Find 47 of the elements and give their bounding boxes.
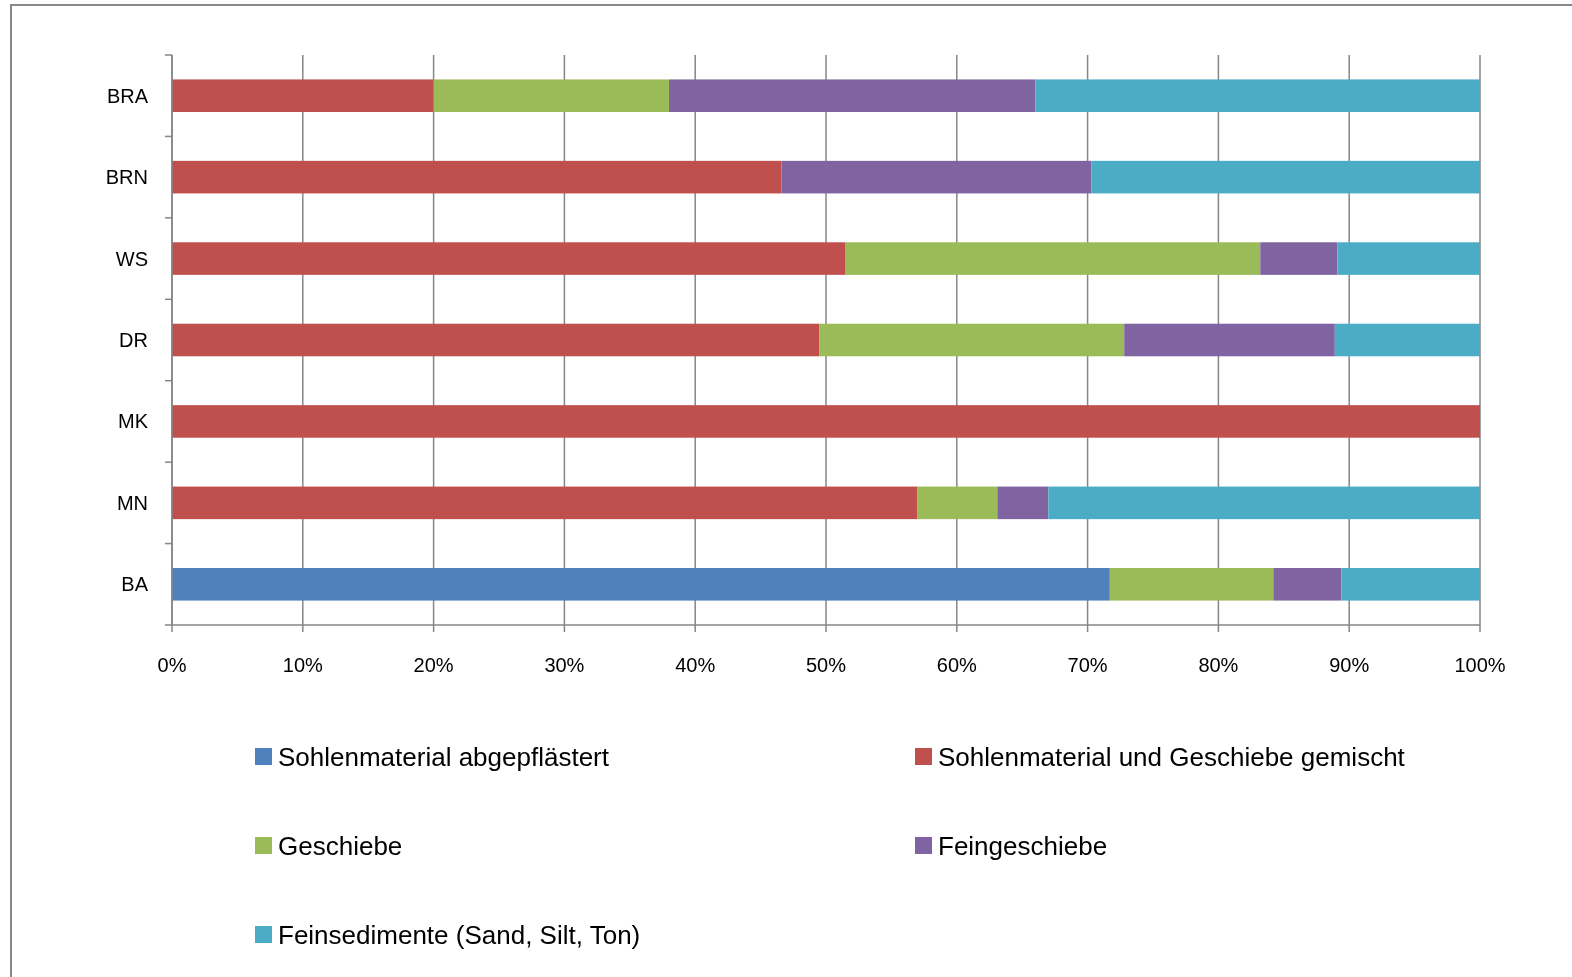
- bar: [1035, 79, 1480, 112]
- bar: [997, 486, 1049, 520]
- bar: [1109, 568, 1274, 601]
- x-tick-label: 0%: [157, 654, 187, 676]
- y-tick-label: DR: [119, 329, 148, 351]
- bar: [1260, 242, 1338, 275]
- y-tick-label: MK: [118, 410, 149, 433]
- x-tick-label: 100%: [1454, 654, 1506, 676]
- bar: [845, 242, 1261, 275]
- x-tick-label: 70%: [1067, 654, 1108, 676]
- bar: [1048, 486, 1480, 520]
- bar: [172, 568, 1110, 601]
- bar: [1273, 568, 1342, 601]
- bar: [433, 79, 670, 112]
- bar: [669, 79, 1036, 112]
- bar: [172, 160, 782, 194]
- x-tick-label: 50%: [805, 654, 847, 676]
- bar: [781, 160, 1092, 194]
- bar: [172, 323, 820, 357]
- bar: [172, 242, 846, 275]
- bar: [1124, 323, 1335, 357]
- x-tick-label: 80%: [1198, 654, 1239, 676]
- x-tick-label: 30%: [544, 654, 585, 676]
- bar: [172, 79, 434, 112]
- x-tick-label: 20%: [413, 654, 454, 676]
- legend-label: Feinsedimente (Sand, Silt, Ton): [278, 920, 641, 950]
- bar: [819, 323, 1125, 357]
- y-tick-label: WS: [115, 247, 148, 270]
- y-tick-label: BRN: [105, 166, 148, 189]
- y-tick-label: BA: [121, 573, 149, 596]
- y-tick-label: BRA: [106, 84, 149, 107]
- bar: [1091, 160, 1480, 194]
- legend-label: Sohlenmaterial abgepflästert: [278, 742, 610, 772]
- bar: [1337, 242, 1480, 275]
- legend-label: Sohlenmaterial und Geschiebe gemischt: [938, 742, 1406, 772]
- x-tick-label: 10%: [282, 654, 324, 676]
- legend-label: Feingeschiebe: [938, 831, 1108, 861]
- y-tick-label: MN: [116, 491, 148, 514]
- x-tick-label: 60%: [936, 654, 978, 676]
- bar: [917, 486, 998, 520]
- x-tick-label: 90%: [1329, 654, 1370, 676]
- bar: [172, 486, 918, 520]
- bar: [1334, 323, 1480, 357]
- bar: [172, 405, 1480, 438]
- legend-label: Geschiebe: [278, 831, 403, 861]
- bar: [1341, 568, 1480, 601]
- x-tick-label: 40%: [675, 654, 716, 676]
